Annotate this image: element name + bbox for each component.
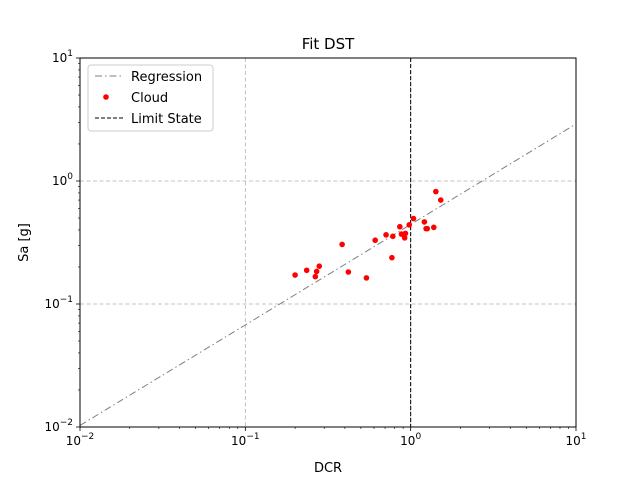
cloud-point bbox=[390, 233, 396, 240]
cloud-point bbox=[363, 275, 370, 281]
y-tick-label: 10−1 bbox=[44, 295, 73, 311]
x-axis-label: DCR bbox=[314, 461, 342, 476]
cloud-point bbox=[402, 230, 409, 237]
cloud-point bbox=[389, 254, 395, 261]
cloud-point bbox=[397, 223, 403, 230]
cloud-point bbox=[437, 197, 444, 203]
chart-title: Fit DST bbox=[302, 35, 355, 53]
x-tick-label: 100 bbox=[400, 432, 421, 448]
cloud-point bbox=[433, 188, 439, 195]
legend-box bbox=[87, 64, 214, 132]
cloud-point bbox=[313, 268, 320, 275]
cloud-point bbox=[421, 219, 428, 225]
legend-cloud-swatch bbox=[103, 94, 109, 100]
legend-label-limit-state: Limit State bbox=[131, 112, 202, 127]
axes-frame bbox=[79, 57, 577, 428]
cloud-point bbox=[312, 273, 319, 280]
cloud-point bbox=[345, 269, 352, 275]
x-tick-label: 10−2 bbox=[66, 432, 95, 448]
x-tick-label: 101 bbox=[565, 432, 586, 448]
legend: Regression Cloud Limit State bbox=[87, 64, 214, 132]
y-axis-label: Sa [g] bbox=[17, 223, 32, 262]
cloud-point bbox=[401, 235, 408, 241]
ticks: 10−210−2 10−1 10−1 100 100 101 101 bbox=[44, 49, 586, 448]
cloud-point bbox=[372, 237, 378, 244]
cloud-point bbox=[292, 272, 298, 278]
cloud-point bbox=[303, 267, 310, 274]
cloud-point bbox=[316, 263, 323, 269]
plot-area bbox=[79, 58, 577, 427]
cloud-point bbox=[406, 222, 413, 228]
y-tick-label: 100 bbox=[52, 172, 73, 188]
legend-label-regression: Regression bbox=[131, 70, 202, 85]
cloud-point bbox=[410, 215, 417, 222]
cloud-point bbox=[430, 224, 437, 231]
cloud-point bbox=[339, 241, 345, 248]
y-tick-label: 101 bbox=[52, 49, 73, 65]
legend-label-cloud: Cloud bbox=[131, 91, 168, 106]
x-tick-label: 10−1 bbox=[231, 432, 260, 448]
cloud-point bbox=[424, 225, 431, 232]
cloud-point bbox=[383, 232, 389, 238]
regression-line bbox=[79, 123, 577, 426]
y-tick-label: 10−2 bbox=[44, 418, 73, 434]
